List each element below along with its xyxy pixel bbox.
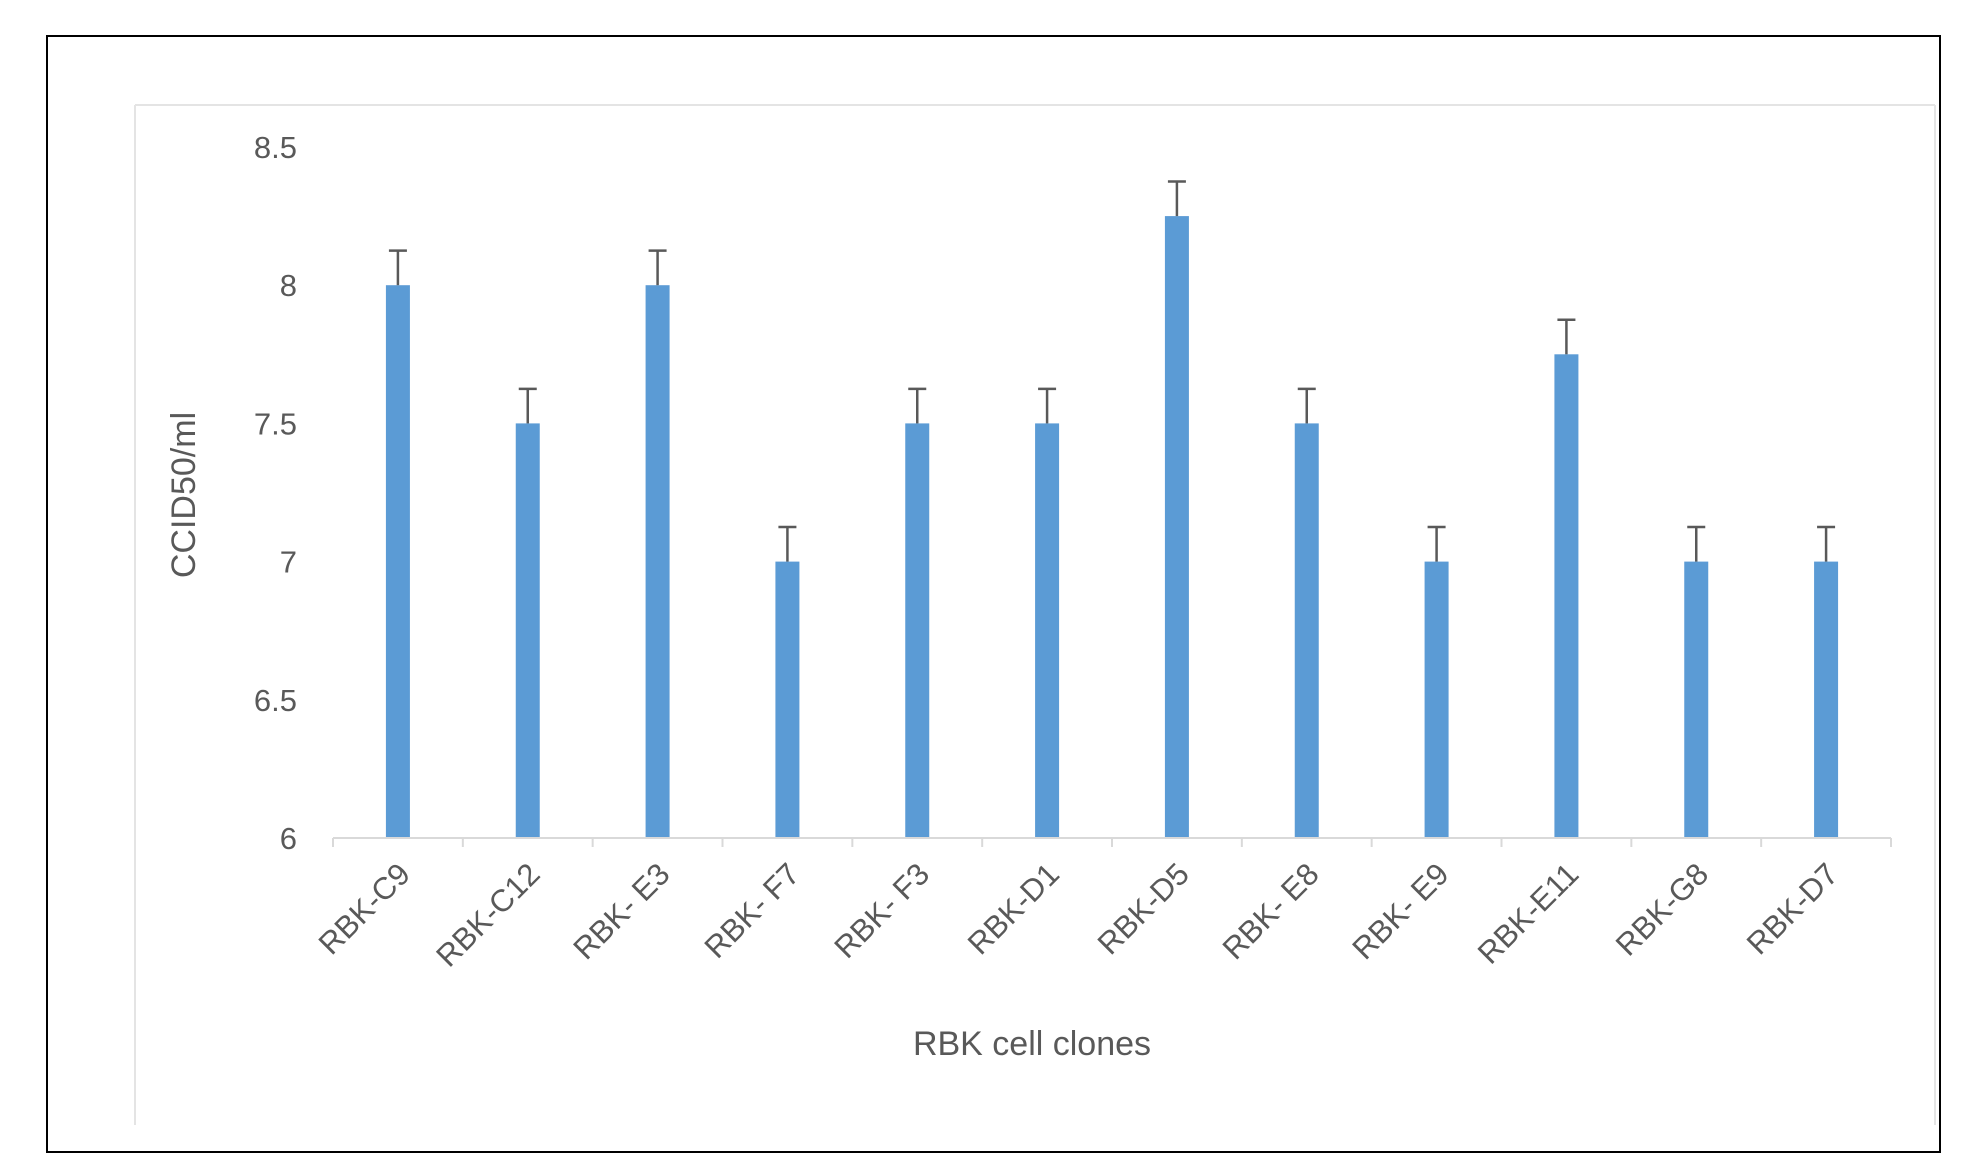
bar-1: [385, 285, 410, 838]
x-tick-label: RBK-G8: [1609, 856, 1715, 962]
bars-group: [385, 216, 1839, 839]
x-tick-label: RBK-C12: [429, 856, 546, 973]
x-tick-label: RBK- E8: [1216, 856, 1326, 966]
y-tick-label: 6.5: [254, 683, 297, 718]
bar-8: [1294, 423, 1319, 838]
bar-2: [515, 423, 540, 838]
y-axis-ticks: 6 6.5 7 7.5 8 8.5: [254, 130, 297, 856]
y-tick-label: 7: [280, 545, 297, 580]
bar-12: [1814, 561, 1839, 838]
x-tick-label: RBK-C9: [312, 856, 417, 961]
y-tick-label: 7.5: [254, 406, 297, 441]
x-tick-label: RBK-D5: [1091, 856, 1196, 961]
y-axis-title: CCID50/ml: [165, 412, 203, 578]
y-tick-label: 8.5: [254, 130, 297, 165]
bar-5: [905, 423, 930, 838]
bar-9: [1424, 561, 1449, 838]
x-axis-tick-labels: RBK-C9 RBK-C12 RBK- E3 RBK- F7 RBK- F3 RBK-D1…: [312, 856, 1845, 973]
y-tick-label: 8: [280, 268, 297, 303]
bar-4: [775, 561, 800, 838]
x-tick-label: RBK-D7: [1740, 856, 1845, 961]
bar-7: [1164, 216, 1189, 839]
bar-6: [1035, 423, 1060, 838]
x-tick-label: RBK-D1: [961, 856, 1066, 961]
bar-3: [645, 285, 670, 838]
bar-10: [1554, 354, 1579, 838]
error-bars-group: [388, 180, 1836, 562]
x-axis-ticks: [332, 838, 1892, 847]
bar-11: [1684, 561, 1709, 838]
x-axis-title: RBK cell clones: [913, 1025, 1151, 1063]
y-tick-label: 6: [280, 821, 297, 856]
x-tick-label: RBK- E9: [1346, 856, 1456, 966]
x-tick-label: RBK- F7: [698, 856, 807, 965]
figure-frame: [46, 35, 1941, 1153]
x-tick-label: RBK- E3: [567, 856, 677, 966]
x-tick-label: RBK-E11: [1471, 856, 1585, 970]
x-tick-label: RBK- F3: [827, 856, 936, 965]
